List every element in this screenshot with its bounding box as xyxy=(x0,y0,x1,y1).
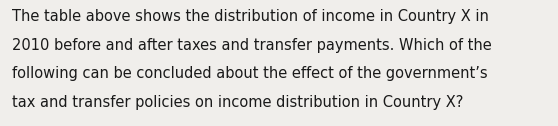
Text: following can be concluded about the effect of the government’s: following can be concluded about the eff… xyxy=(12,66,488,81)
Text: 2010 before and after taxes and transfer payments. Which of the: 2010 before and after taxes and transfer… xyxy=(12,38,492,53)
Text: tax and transfer policies on income distribution in Country X?: tax and transfer policies on income dist… xyxy=(12,95,464,110)
Text: The table above shows the distribution of income in Country X in: The table above shows the distribution o… xyxy=(12,9,489,24)
